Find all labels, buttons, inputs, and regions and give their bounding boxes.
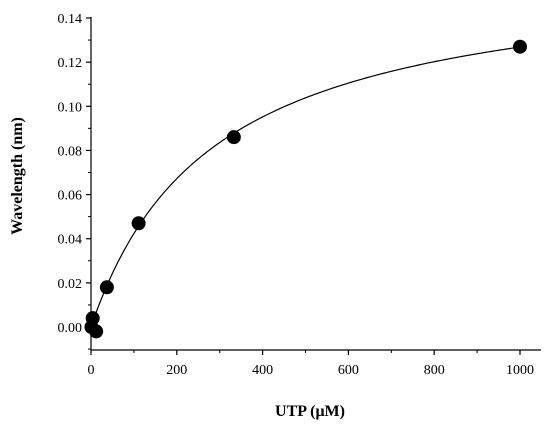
y-tick-label: 0.10: [58, 100, 83, 115]
x-tick-label: 600: [338, 363, 359, 378]
y-tick-label: 0.12: [58, 56, 83, 71]
axes-layer: [90, 17, 541, 351]
x-ticks: 0 200 400 600 800 1000: [88, 350, 534, 378]
x-axis-title: UTP (μM): [275, 403, 345, 420]
y-tick-label: 0.04: [58, 233, 83, 248]
x-tick-label: 400: [252, 363, 273, 378]
data-points: [84, 39, 527, 339]
y-tick-label: 0.00: [58, 321, 83, 336]
y-tick-label: 0.02: [58, 277, 83, 292]
data-point: [226, 130, 241, 145]
data-point: [89, 324, 104, 339]
x-tick-label: 800: [424, 363, 445, 378]
fit-curve-layer: [90, 46, 521, 328]
x-tick-label: 0: [88, 363, 95, 378]
y-tick-label: 0.08: [58, 144, 83, 159]
y-tick-label: 0.14: [58, 12, 83, 27]
data-point: [513, 39, 527, 54]
y-axis-title: Wavelength (nm): [9, 117, 26, 235]
x-tick-label: 200: [166, 363, 187, 378]
y-tick-label: 0.06: [58, 189, 83, 204]
data-point: [85, 311, 100, 326]
fit-curve: [90, 46, 521, 328]
y-ticks: 0.00 0.02 0.04 0.06 0.08 0.10 0.12 0.14: [58, 12, 91, 350]
x-tick-label: 1000: [506, 363, 534, 378]
data-point: [131, 216, 146, 231]
data-point: [99, 280, 114, 295]
